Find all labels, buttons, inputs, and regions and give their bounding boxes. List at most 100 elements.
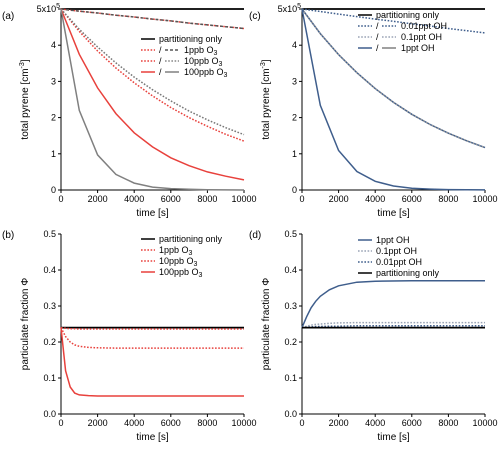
x-tick-label: 4000 <box>124 418 144 428</box>
x-tick-label: 10000 <box>231 194 256 204</box>
panel-label: (a) <box>2 11 14 22</box>
y-axis-label: total pyrene [cm-3] <box>260 59 272 139</box>
y-tick-label: 0.2 <box>284 337 297 347</box>
legend-label: partitioning only <box>376 268 440 278</box>
x-tick-label: 6000 <box>402 194 422 204</box>
series-line-2 <box>301 325 485 329</box>
series-line-2 <box>60 8 245 30</box>
y-tick-label: 4 <box>51 40 56 50</box>
x-tick-label: 4000 <box>365 194 385 204</box>
panel-label: (d) <box>249 230 261 241</box>
y-tick-label: 3 <box>292 76 297 86</box>
panel-label: (c) <box>249 11 261 22</box>
series-line-5 <box>60 8 245 181</box>
y-tick-label: 0.5 <box>284 229 297 239</box>
legend: partitioning only/1ppb O3/10ppb O3/100pp… <box>141 34 228 79</box>
legend-separator: / <box>376 21 379 31</box>
y-tick-label: 0.1 <box>43 373 56 383</box>
legend-label: 1ppt OH <box>376 235 410 245</box>
panel-c: 0 2000 4000 6000 8000 10000 0 1 2 3 4 5x105 time [s]… <box>249 3 498 219</box>
series-line-4 <box>60 8 245 136</box>
y-tick-label: 0.3 <box>43 301 56 311</box>
y-tick-label: 0.3 <box>284 301 297 311</box>
y-tick-label: 0.4 <box>284 265 297 275</box>
y-tick-label: 3 <box>51 76 56 86</box>
y-tick-label: 0.0 <box>284 409 297 419</box>
y-axis-label: particulate fraction Φ <box>261 278 272 370</box>
legend-label: 0.1ppt OH <box>376 246 417 256</box>
legend-separator: / <box>159 56 162 66</box>
y-tick-label: 2 <box>51 113 56 123</box>
x-axis-label: time [s] <box>377 432 409 443</box>
x-tick-label: 8000 <box>197 194 217 204</box>
y-tick-label: 0 <box>292 185 297 195</box>
panel-a: 0 2000 4000 6000 8000 10000 0 1 2 3 4 5x105 time [s]… <box>2 3 257 219</box>
legend-separator: / <box>159 45 162 55</box>
series-line-6 <box>60 8 245 191</box>
legend-separator: / <box>376 43 379 53</box>
series-line-3 <box>60 327 244 397</box>
legend-label: 100ppb O3 <box>159 267 203 279</box>
y-tick-label: 1 <box>51 149 56 159</box>
legend-separator: / <box>159 67 162 77</box>
x-tick-label: 2000 <box>329 194 349 204</box>
legend-label: 0.01ppt OH <box>401 21 447 31</box>
x-tick-label: 2000 <box>88 194 108 204</box>
x-tick-label: 6000 <box>161 194 181 204</box>
legend-label: 0.01ppt OH <box>376 257 422 267</box>
y-tick-label: 2 <box>292 113 297 123</box>
y-tick-label: 5x105 <box>278 3 302 14</box>
y-axis-label: particulate fraction Φ <box>20 278 31 370</box>
x-tick-label: 4000 <box>365 418 385 428</box>
legend-label: 10ppb O3 <box>184 56 223 68</box>
legend-separator: / <box>376 32 379 42</box>
y-tick-label: 0.4 <box>43 265 56 275</box>
legend-label: 100ppb O3 <box>184 67 228 79</box>
legend-label: partitioning only <box>159 34 223 44</box>
x-tick-label: 4000 <box>124 194 144 204</box>
x-tick-label: 10000 <box>231 418 256 428</box>
legend-label: 0.1ppt OH <box>401 32 442 42</box>
y-tick-label: 5x105 <box>37 3 61 14</box>
x-tick-label: 0 <box>58 418 63 428</box>
x-tick-label: 0 <box>299 194 304 204</box>
y-tick-label: 0.2 <box>43 337 56 347</box>
series-line-1 <box>301 8 486 34</box>
legend-label: 1ppt OH <box>401 43 435 53</box>
x-axis-label: time [s] <box>136 208 168 219</box>
series-line-3 <box>60 8 245 142</box>
x-tick-label: 10000 <box>472 418 497 428</box>
legend: partitioning only/0.01ppt OH/0.1ppt OH/1… <box>358 10 447 53</box>
panel-b: 0 2000 4000 6000 8000 10000 0.0 0.1 0.2 0.3 0.4 0.5… <box>2 229 257 443</box>
series-line-1 <box>301 321 485 329</box>
x-tick-label: 10000 <box>472 194 497 204</box>
series-line-0 <box>301 280 485 328</box>
x-tick-label: 8000 <box>438 418 458 428</box>
series-line-4 <box>301 8 486 191</box>
series-line-1 <box>60 326 244 330</box>
y-tick-label: 0 <box>51 185 56 195</box>
x-tick-label: 8000 <box>438 194 458 204</box>
y-tick-label: 0.5 <box>43 229 56 239</box>
y-tick-label: 1 <box>292 149 297 159</box>
x-tick-label: 2000 <box>329 418 349 428</box>
x-tick-label: 0 <box>299 418 304 428</box>
panel-d: 0 2000 4000 6000 8000 10000 0.0 0.1 0.2 0.3 0.4 0.5… <box>249 229 498 443</box>
legend-label: 1ppb O3 <box>159 245 193 257</box>
x-tick-label: 6000 <box>402 418 422 428</box>
y-tick-label: 0.1 <box>284 373 297 383</box>
x-tick-label: 8000 <box>197 418 217 428</box>
x-axis-label: time [s] <box>136 432 168 443</box>
y-tick-label: 4 <box>292 40 297 50</box>
y-tick-label: 0.0 <box>43 409 56 419</box>
x-tick-label: 6000 <box>161 418 181 428</box>
series-line-3 <box>301 8 486 149</box>
legend-label: 1ppb O3 <box>184 45 218 57</box>
legend-label: partitioning only <box>159 234 223 244</box>
series-line-2 <box>60 327 244 349</box>
x-tick-label: 2000 <box>88 418 108 428</box>
y-axis-label: total pyrene [cm-3] <box>19 59 31 139</box>
